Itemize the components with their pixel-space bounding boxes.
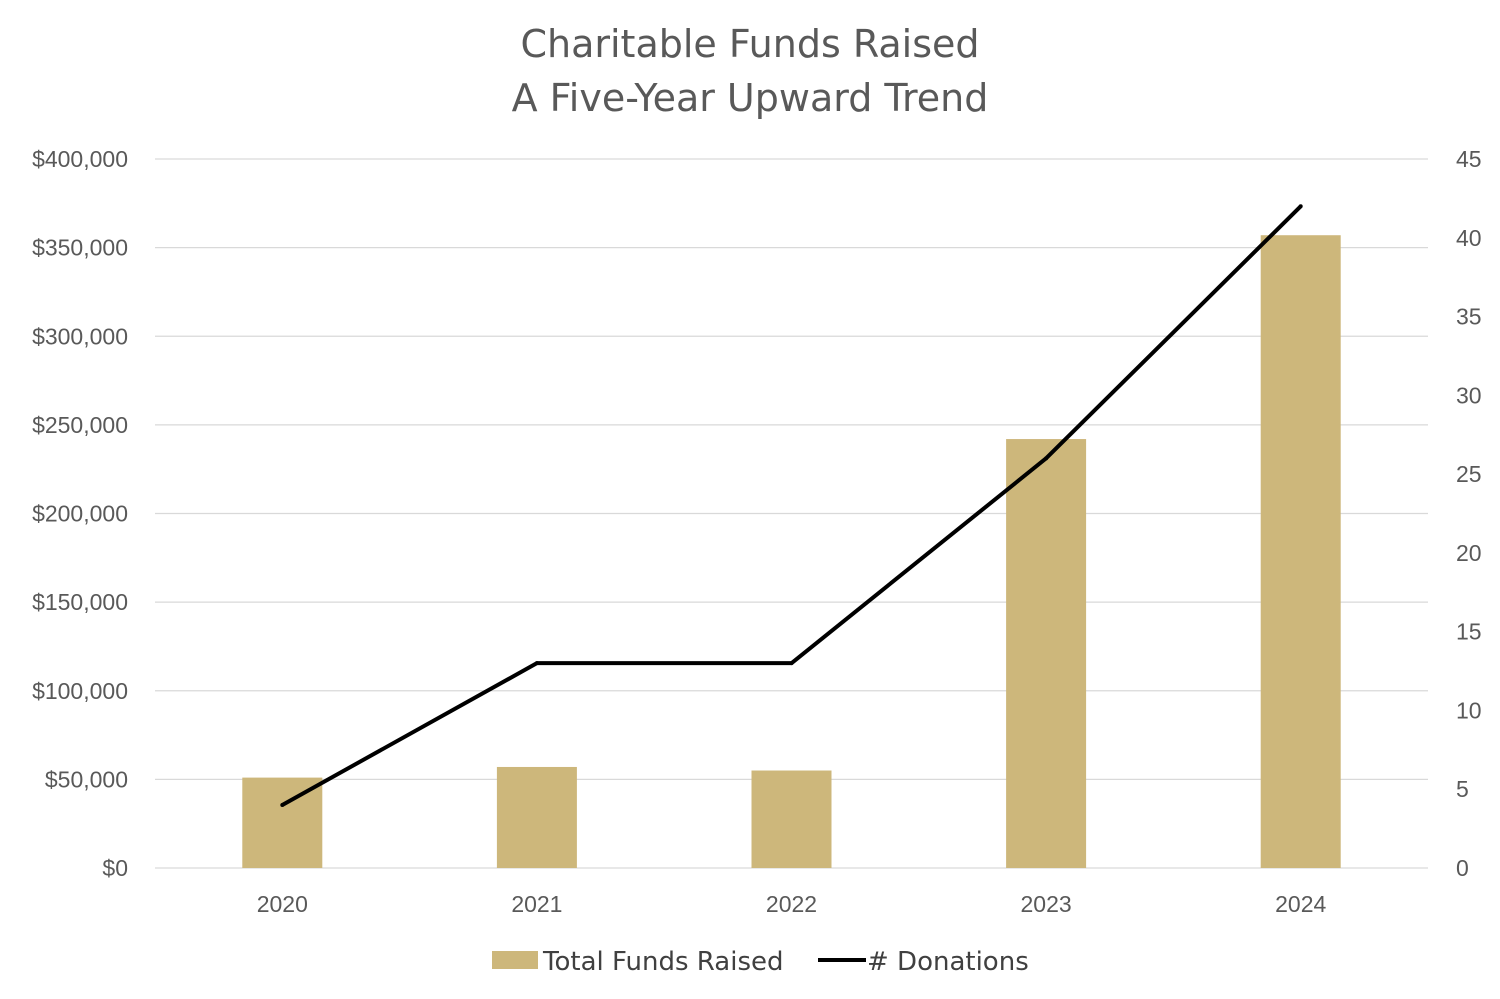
- donations-line: [281, 204, 1303, 807]
- donations-point-2021: [534, 661, 539, 666]
- y-left-tick-label: $250,000: [32, 412, 128, 438]
- bar-2021: [496, 766, 577, 868]
- y-left-tick-label: $150,000: [32, 589, 128, 615]
- x-tick-label: 2022: [766, 891, 817, 917]
- legend-line-label: # Donations: [867, 947, 1029, 977]
- y-right-tick-label: 10: [1456, 697, 1482, 723]
- legend-bar-swatch: [492, 951, 538, 969]
- y-left-tick-label: $350,000: [32, 235, 128, 261]
- x-tick-label: 2021: [511, 891, 562, 917]
- y-right-tick-label: 35: [1456, 304, 1482, 330]
- x-tick-label: 2020: [257, 891, 308, 917]
- y-left-tick-label: $400,000: [32, 146, 128, 172]
- bar-2023: [1006, 439, 1087, 868]
- y-left-tick-label: $200,000: [32, 501, 128, 527]
- y-right-tick-label: 20: [1456, 540, 1482, 566]
- donations-point-2024: [1298, 204, 1303, 209]
- chart-title: Charitable Funds Raised: [520, 22, 980, 66]
- bar-2022: [751, 770, 832, 868]
- y-right-tick-label: 0: [1456, 855, 1469, 881]
- y-left-tick-label: $0: [102, 855, 128, 881]
- x-tick-label: 2023: [1021, 891, 1072, 917]
- bar-2024: [1260, 235, 1341, 868]
- y-left-tick-label: $300,000: [32, 323, 128, 349]
- donations-point-2020: [280, 802, 285, 807]
- donations-point-2022: [789, 661, 794, 666]
- legend-bar-label: Total Funds Raised: [542, 947, 784, 977]
- y-right-tick-label: 5: [1456, 776, 1469, 802]
- y-right-tick-label: 45: [1456, 146, 1482, 172]
- y-left-tick-label: $100,000: [32, 678, 128, 704]
- donations-point-2023: [1044, 456, 1049, 461]
- y-right-tick-label: 15: [1456, 619, 1482, 645]
- chart-subtitle: A Five-Year Upward Trend: [511, 76, 989, 120]
- y-right-tick-label: 25: [1456, 461, 1482, 487]
- bar-2020: [242, 777, 323, 868]
- y-right-tick-label: 30: [1456, 382, 1482, 408]
- y-left-tick-label: $50,000: [45, 766, 128, 792]
- y-right-tick-label: 40: [1456, 225, 1482, 251]
- x-tick-label: 2024: [1275, 891, 1326, 917]
